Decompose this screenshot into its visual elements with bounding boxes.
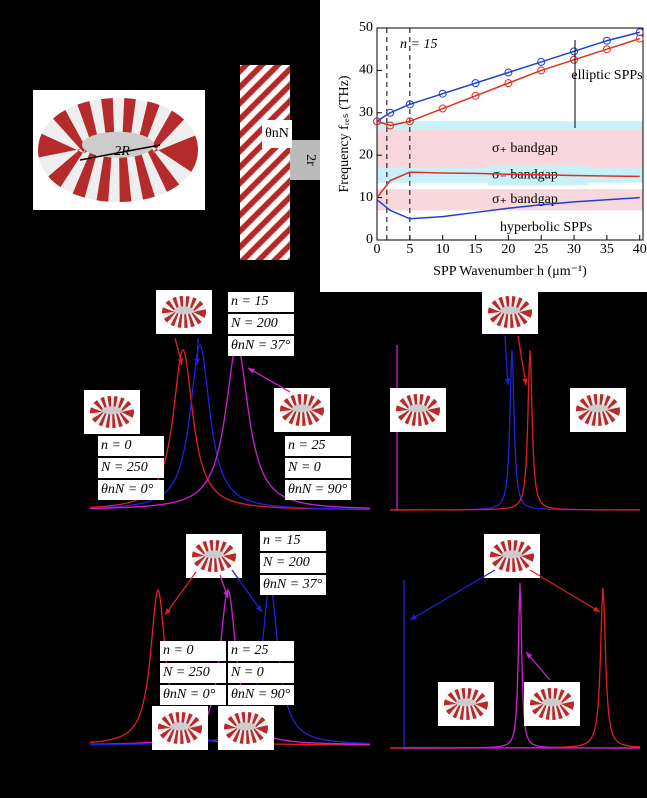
param-label: n = 0 — [101, 438, 131, 453]
band-label: σ₊ bandgap — [492, 141, 558, 156]
y-tick-label: 10 — [359, 190, 373, 205]
torus-hole — [170, 722, 190, 730]
param-label: θnN = 0° — [101, 482, 154, 497]
param-label: n = 25 — [288, 438, 325, 453]
x-tick-label: 5 — [406, 242, 413, 257]
annotation: n = 15 — [400, 37, 437, 52]
x-tick-label: 0 — [374, 242, 381, 257]
y-tick-label: 20 — [359, 147, 373, 162]
x-tick-label: 20 — [501, 242, 515, 257]
param-label: θnN = 0° — [163, 687, 216, 702]
param-label: N = 200 — [230, 316, 278, 331]
x-tick-label: 30 — [567, 242, 581, 257]
page: {"panel_a": {"label": "2R"}, "panel_b": … — [0, 0, 647, 798]
param-label: n = 15 — [231, 294, 268, 309]
param-label: N = 200 — [262, 555, 310, 570]
x-axis-label: SPP Wavenumber h (μm⁻¹) — [433, 264, 587, 279]
param-label: θnN = 37° — [231, 338, 291, 353]
figure: 2r θnN2Rσ₊ bandgapσ₋ bandgapσ₊ bandgap05… — [0, 0, 647, 798]
torus-hole — [174, 306, 194, 314]
radius-label: 2r — [303, 154, 318, 166]
torus-hole — [500, 306, 520, 314]
band — [377, 121, 643, 129]
torus-hole — [204, 550, 224, 558]
y-tick-label: 0 — [366, 232, 373, 247]
y-axis-label: Frequency fᵣₑₛ (THz) — [337, 75, 352, 192]
torus-hole — [456, 698, 476, 706]
y-tick-label: 30 — [359, 105, 373, 120]
y-tick-label: 40 — [359, 63, 373, 78]
param-label: n = 0 — [163, 643, 193, 658]
x-tick-label: 15 — [469, 242, 483, 257]
param-label: N = 0 — [230, 665, 264, 680]
angle-label: θnN — [265, 126, 289, 141]
annotation: elliptic SPPs — [571, 68, 642, 83]
x-tick-label: 35 — [600, 242, 614, 257]
param-label: θnN = 90° — [231, 687, 291, 702]
torus-hole — [408, 404, 428, 412]
annotation: hyperbolic SPPs — [500, 220, 592, 235]
torus-hole — [292, 404, 312, 412]
param-label: N = 0 — [287, 460, 321, 475]
torus-hole — [102, 406, 122, 414]
param-label: n = 15 — [263, 533, 300, 548]
param-label: θnN = 90° — [288, 482, 348, 497]
y-tick-label: 50 — [359, 20, 373, 35]
param-label: N = 250 — [100, 460, 148, 475]
param-label: n = 25 — [231, 643, 268, 658]
param-label: θnN = 37° — [263, 577, 323, 592]
torus-hole — [502, 550, 522, 558]
torus-hole — [542, 698, 562, 706]
x-tick-label: 10 — [436, 242, 450, 257]
torus-hole — [588, 404, 608, 412]
x-tick-label: 25 — [534, 242, 548, 257]
x-tick-label: 40 — [633, 242, 647, 257]
torus-hole — [236, 722, 256, 730]
param-label: N = 250 — [162, 665, 210, 680]
